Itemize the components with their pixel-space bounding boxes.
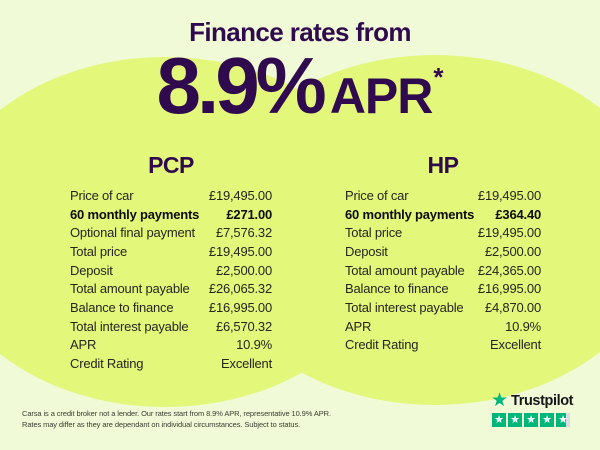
row-value: £6,570.32 — [215, 318, 272, 334]
row-value: 10.9% — [505, 318, 541, 334]
table-row: Total amount payable £24,365.00 — [345, 261, 541, 280]
row-value: £2,500.00 — [484, 243, 541, 259]
table-row: Total price £19,495.00 — [70, 242, 272, 261]
table-row: 60 monthly payments £271.00 — [70, 205, 272, 224]
trustpilot-rating-stars: ★ ★ ★ ★ ★ — [492, 413, 573, 427]
hero-rate-value: 8.9% — [156, 41, 326, 130]
trustpilot-star-icon: ★ — [491, 390, 509, 411]
row-value: £19,495.00 — [477, 225, 541, 241]
row-value: £7,576.32 — [215, 225, 272, 241]
hp-table: HP Price of car £19,495.00 60 monthly paym… — [345, 152, 541, 354]
row-value: Excellent — [221, 356, 272, 372]
pcp-table-title: PCP — [148, 152, 194, 178]
table-row: Credit Rating Excellent — [70, 354, 272, 373]
hp-table-title: HP — [427, 152, 459, 178]
table-row: Optional final payment £7,576.32 — [70, 223, 272, 242]
row-label: Balance to finance — [345, 281, 449, 297]
trustpilot-star: ★ — [556, 413, 570, 427]
row-value: 10.9% — [236, 337, 272, 353]
disclaimer: Carsa is a credit broker not a lender. O… — [22, 408, 352, 430]
row-label: Credit Rating — [345, 337, 419, 353]
hp-table-rows: Price of car £19,495.00 60 monthly payment… — [345, 186, 541, 354]
row-label: Price of car — [70, 187, 134, 203]
pcp-table: PCP Price of car £19,495.00 60 monthly pay… — [70, 152, 272, 373]
table-row: Deposit £2,500.00 — [70, 261, 272, 280]
row-label: Total amount payable — [345, 262, 465, 278]
row-value: £2,500.00 — [215, 262, 272, 278]
row-label: 60 monthly payments — [70, 206, 200, 222]
row-label: Total amount payable — [70, 281, 190, 297]
trustpilot-wordmark: Trustpilot — [511, 393, 574, 409]
row-label: Total interest payable — [70, 318, 189, 334]
table-row: Price of car £19,495.00 — [70, 186, 272, 205]
disclaimer-line-2: Rates may differ as they are dependant o… — [22, 420, 301, 429]
table-row: Balance to finance £16,995.00 — [345, 279, 541, 298]
table-row: Deposit £2,500.00 — [345, 242, 541, 261]
row-value: £271.00 — [226, 206, 272, 222]
row-label: Credit Rating — [70, 356, 144, 372]
row-value: £26,065.32 — [208, 281, 272, 297]
right-circle — [205, 55, 600, 405]
row-label: Deposit — [345, 243, 388, 259]
table-row: Total amount payable £26,065.32 — [70, 279, 272, 298]
table-row: APR 10.9% — [70, 336, 272, 355]
row-label: Price of car — [345, 187, 409, 203]
row-label: Deposit — [70, 262, 113, 278]
row-value: £19,495.00 — [208, 187, 272, 203]
row-label: APR — [70, 337, 97, 353]
page-title: Finance rates from — [189, 17, 411, 47]
table-row: 60 monthly payments £364.40 — [345, 205, 541, 224]
row-label: Total price — [70, 243, 128, 259]
row-label: Total price — [345, 225, 403, 241]
row-value: £16,995.00 — [208, 299, 272, 315]
row-value: £24,365.00 — [477, 262, 541, 278]
disclaimer-line-1: Carsa is a credit broker not a lender. O… — [22, 409, 331, 418]
trustpilot-badge: ★ Trustpilot ★ ★ ★ ★ ★ — [491, 390, 574, 427]
row-value: £4,870.00 — [484, 299, 541, 315]
table-row: Total interest payable £4,870.00 — [345, 298, 541, 317]
hero-rate-suffix: APR — [329, 68, 434, 124]
trustpilot-logo: ★ Trustpilot — [491, 390, 574, 411]
trustpilot-star: ★ — [540, 413, 554, 427]
row-value: £19,495.00 — [208, 243, 272, 259]
table-row: APR 10.9% — [345, 317, 541, 336]
table-row: Total price £19,495.00 — [345, 223, 541, 242]
table-row: Balance to finance £16,995.00 — [70, 298, 272, 317]
trustpilot-star: ★ — [524, 413, 538, 427]
pcp-table-rows: Price of car £19,495.00 60 monthly payment… — [70, 186, 272, 373]
row-label: APR — [345, 318, 372, 334]
table-row: Total interest payable £6,570.32 — [70, 317, 272, 336]
hero-rate: 8.9% APR * — [0, 46, 600, 126]
table-row: Price of car £19,495.00 — [345, 186, 541, 205]
hero-rate-asterisk: * — [433, 62, 444, 92]
row-value: £19,495.00 — [477, 187, 541, 203]
row-value: Excellent — [490, 337, 541, 353]
trustpilot-star: ★ — [492, 413, 506, 427]
row-label: Total interest payable — [345, 299, 464, 315]
row-label: 60 monthly payments — [345, 206, 475, 222]
row-label: Balance to finance — [70, 299, 174, 315]
row-label: Optional final payment — [70, 225, 195, 241]
row-value: £364.40 — [495, 206, 541, 222]
trustpilot-star: ★ — [508, 413, 522, 427]
row-value: £16,995.00 — [477, 281, 541, 297]
table-row: Credit Rating Excellent — [345, 336, 541, 355]
